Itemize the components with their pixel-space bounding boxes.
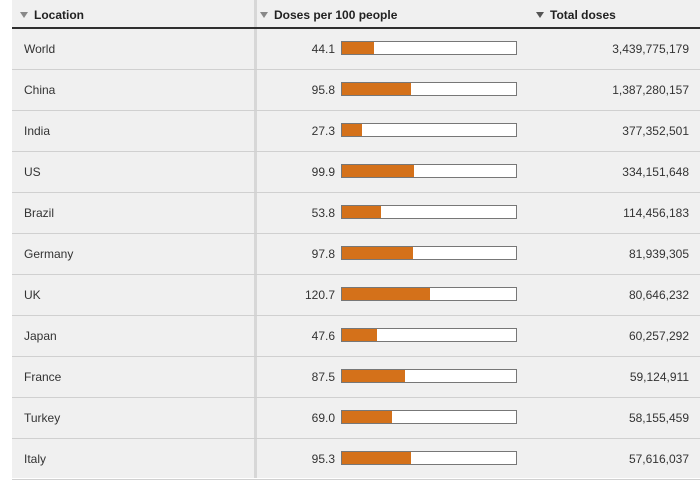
doses-bar-fill <box>342 247 413 259</box>
location-cell: UK <box>24 288 41 302</box>
location-cell: Japan <box>24 329 57 343</box>
location-header-label: Location <box>34 8 84 22</box>
table-row: Brazil 53.8 114,456,183 <box>12 193 700 234</box>
sort-arrow-icon <box>536 12 544 18</box>
total-doses-cell: 1,387,280,157 <box>612 83 689 97</box>
total-doses-cell: 59,124,911 <box>629 370 689 384</box>
sort-arrow-icon <box>20 12 28 18</box>
location-cell: France <box>24 370 62 384</box>
doses-bar-track <box>341 328 517 342</box>
doses-bar-fill <box>342 165 415 177</box>
location-cell: India <box>24 124 51 138</box>
total-doses-cell: 80,646,232 <box>628 288 689 302</box>
doses-per-100-header-label: Doses per 100 people <box>274 8 398 22</box>
doses-bar-track <box>341 123 517 137</box>
doses-bar-track <box>341 451 517 465</box>
location-cell: Germany <box>24 247 74 261</box>
doses-bar-track <box>341 82 517 96</box>
doses-per-100-cell: 69.0 <box>311 411 335 425</box>
doses-bar-track <box>341 410 517 424</box>
table-row: Germany 97.8 81,939,305 <box>12 234 700 275</box>
doses-per-100-cell: 44.1 <box>311 42 335 56</box>
doses-bar-track <box>341 287 517 301</box>
table-row: Japan 47.6 60,257,292 <box>12 316 700 357</box>
doses-bar-fill <box>342 329 377 341</box>
table-row: Turkey 69.0 58,155,459 <box>12 398 700 439</box>
column-divider <box>254 0 257 478</box>
table-row: World 44.1 3,439,775,179 <box>12 29 700 70</box>
table-header: Location Doses per 100 people Total dose… <box>12 0 700 29</box>
table-row: UK 120.7 80,646,232 <box>12 275 700 316</box>
doses-bar-track <box>341 369 517 383</box>
doses-bar-track <box>341 164 517 178</box>
doses-per-100-cell: 95.8 <box>311 83 335 97</box>
location-cell: Italy <box>24 452 47 466</box>
doses-bar-fill <box>342 83 412 95</box>
total-doses-column-header[interactable]: Total doses <box>536 8 616 22</box>
doses-bar-fill <box>342 411 393 423</box>
table-row: France 87.5 59,124,911 <box>12 357 700 398</box>
total-doses-cell: 377,352,501 <box>622 124 689 138</box>
total-doses-header-label: Total doses <box>550 8 616 22</box>
doses-bar-track <box>341 41 517 55</box>
location-cell: China <box>24 83 56 97</box>
doses-per-100-cell: 95.3 <box>311 452 335 466</box>
location-cell: US <box>24 165 41 179</box>
sort-arrow-icon <box>260 12 268 18</box>
doses-bar-track <box>341 205 517 219</box>
table-row: India 27.3 377,352,501 <box>12 111 700 152</box>
location-cell: World <box>24 42 56 56</box>
total-doses-cell: 58,155,459 <box>628 411 689 425</box>
doses-bar-fill <box>342 288 430 300</box>
total-doses-cell: 3,439,775,179 <box>612 42 689 56</box>
doses-per-100-column-header[interactable]: Doses per 100 people <box>260 8 397 22</box>
total-doses-cell: 114,456,183 <box>623 206 689 220</box>
doses-bar-track <box>341 246 517 260</box>
location-cell: Brazil <box>24 206 55 220</box>
doses-bar-fill <box>342 370 406 382</box>
doses-per-100-cell: 87.5 <box>311 370 335 384</box>
table-row: US 99.9 334,151,648 <box>12 152 700 193</box>
doses-per-100-cell: 53.8 <box>311 206 335 220</box>
table-row: Italy 95.3 57,616,037 <box>12 439 700 480</box>
total-doses-cell: 334,151,648 <box>622 165 689 179</box>
vaccination-table: Location Doses per 100 people Total dose… <box>12 0 700 480</box>
doses-per-100-cell: 47.6 <box>311 329 335 343</box>
doses-per-100-cell: 120.7 <box>304 288 335 302</box>
doses-bar-fill <box>342 42 374 54</box>
doses-per-100-cell: 99.9 <box>311 165 335 179</box>
doses-per-100-cell: 27.3 <box>311 124 335 138</box>
table-row: China 95.8 1,387,280,157 <box>12 70 700 111</box>
doses-bar-fill <box>342 206 381 218</box>
doses-bar-fill <box>342 124 362 136</box>
doses-per-100-cell: 97.8 <box>311 247 335 261</box>
total-doses-cell: 57,616,037 <box>628 452 689 466</box>
total-doses-cell: 60,257,292 <box>628 329 689 343</box>
location-cell: Turkey <box>24 411 61 425</box>
total-doses-cell: 81,939,305 <box>628 247 689 261</box>
location-column-header[interactable]: Location <box>20 8 84 22</box>
doses-bar-fill <box>342 452 412 464</box>
